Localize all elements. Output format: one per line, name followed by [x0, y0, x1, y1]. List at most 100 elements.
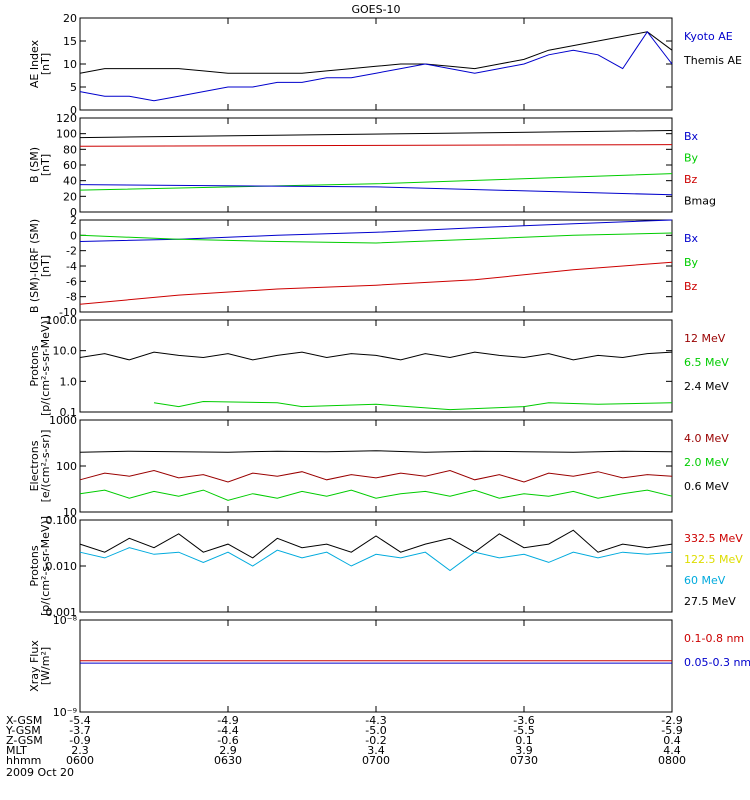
ephemeris-value: 4.4 [663, 744, 681, 757]
y-tick-label: -10 [59, 306, 77, 319]
ephemeris-value: 0730 [510, 754, 538, 767]
panel-frame [79, 219, 673, 313]
ephemeris-value: 3.4 [367, 744, 385, 757]
panel-2: 0 20 40 60 80 100 120 B (SM)[nT] Bx By Bz Bmag [28, 112, 716, 219]
series-line-themis-ae [79, 31, 673, 74]
ephemeris-value: -4.3 [365, 714, 386, 727]
series-line-27.5-mev [79, 529, 673, 559]
ephemeris-value: 3.9 [515, 744, 533, 757]
panel-1: 0 5 10 15 20 AE Index[nT] Kyoto AE Themis AE [28, 12, 742, 117]
y-tick-label: 60 [63, 159, 77, 172]
y-tick-label: 0 [70, 229, 77, 242]
panel-4: 0.11.010.0100.0Protons[p/(cm²-s-sr-MeV)]… [28, 314, 729, 419]
series-line-bz [79, 144, 673, 147]
y-tick-label: -2 [66, 245, 77, 258]
y-axis-label: Protons[p/(cm²-s-sr-MeV)] [28, 516, 52, 616]
y-tick-label: 40 [63, 175, 77, 188]
y-axis-label: B (SM)[nT] [28, 147, 52, 183]
panel-6: 0.0010.0100.100Protons[p/(cm²-s-sr-MeV)]… [28, 514, 743, 619]
series-line-by [79, 232, 673, 244]
y-tick-label: 0.001 [46, 606, 78, 619]
y-axis-label: B (SM)-IGRF (SM)[nT] [28, 219, 52, 313]
ephemeris-value: 2.9 [219, 744, 237, 757]
series-line-0.6-mev [79, 450, 673, 453]
panel-frame [79, 117, 673, 213]
ephemeris-value: -2.9 [661, 714, 682, 727]
series-line-bx [79, 184, 673, 196]
ephemeris-value: -5.5 [513, 724, 534, 737]
y-tick-label: 0 [70, 206, 77, 219]
ephemeris-row-label: X-GSM [6, 714, 42, 727]
y-axis-label-line: B (SM) [28, 147, 41, 183]
y-tick-label: -6 [66, 275, 77, 288]
y-axis-label: Protons[p/(cm²-s-sr-MeV)] [28, 316, 52, 416]
y-axis-label-line: B (SM)-IGRF (SM) [28, 219, 41, 313]
y-axis-label-line: [nT] [39, 154, 52, 176]
y-tick-label: 10⁻⁸ [53, 614, 78, 627]
plot-title: GOES-10 [351, 3, 400, 16]
y-tick-label: 10⁻⁹ [53, 706, 77, 719]
y-axis-label: AE Index[nT] [28, 39, 52, 88]
y-tick-label: 20 [63, 190, 77, 203]
ephemeris-value: -3.6 [513, 714, 534, 727]
y-tick-label: 100 [56, 460, 77, 473]
series-line-6.5-mev [153, 400, 673, 411]
legend-entry: 2.0 MeV [684, 456, 729, 469]
y-axis-label-line: Protons [28, 545, 41, 586]
series-line-bmag [79, 130, 673, 139]
legend-entry: 6.5 MeV [684, 356, 729, 369]
ephemeris-value: 0600 [66, 754, 94, 767]
ephemeris-value: -4.9 [217, 714, 238, 727]
y-tick-label: 10.0 [53, 345, 78, 358]
y-tick-label: 15 [63, 35, 77, 48]
y-tick-label: 1.0 [60, 375, 78, 388]
y-tick-label: 0.100 [46, 514, 78, 527]
y-tick-label: 2 [70, 214, 77, 227]
legend-entry: 0.6 MeV [684, 480, 729, 493]
legend-entry: Kyoto AE [684, 30, 733, 43]
panel-frame [79, 519, 673, 613]
y-tick-label: 100.0 [46, 314, 78, 327]
legend-entry: 4.0 MeV [684, 432, 729, 445]
y-axis-label-line: Protons [28, 345, 41, 386]
y-axis-label-line: AE Index [28, 39, 41, 88]
series-line-60-mev [79, 547, 673, 572]
ephemeris-value: -0.6 [217, 734, 238, 747]
ephemeris-value: -5.0 [365, 724, 386, 737]
legend-entry: 27.5 MeV [684, 595, 736, 608]
date-label: 2009 Oct 20 [6, 766, 74, 779]
y-tick-label: 0.010 [46, 560, 78, 573]
ephemeris-value: -4.4 [217, 724, 238, 737]
panel-frame [79, 319, 673, 413]
y-axis-label-line: [e/(cm²-s-sr)] [39, 430, 52, 503]
legend-entry: 0.05-0.3 nm [684, 656, 750, 669]
y-axis-label-line: [nT] [39, 255, 52, 277]
ephemeris-value: 0700 [362, 754, 390, 767]
legend-entry: 122.5 MeV [684, 553, 743, 566]
y-tick-label: 1000 [49, 414, 77, 427]
y-axis-label-line: Electrons [28, 440, 41, 491]
y-tick-label: -4 [66, 260, 77, 273]
legend-entry: 12 MeV [684, 332, 726, 345]
ephemeris-value: 0.4 [663, 734, 681, 747]
legend-entry: Themis AE [683, 54, 742, 67]
y-axis-label-line: [p/(cm²-s-sr-MeV)] [39, 516, 52, 616]
y-tick-label: 20 [63, 12, 77, 25]
y-tick-label: -8 [66, 291, 77, 304]
y-axis-label-line: [W/m²] [39, 647, 52, 685]
y-tick-label: 10 [63, 506, 77, 519]
panel-3: -10 -8 -6 -4 -2 0 2 B (SM)-IGRF (SM)[nT] Bx By Bz [28, 214, 699, 319]
y-tick-label: 0 [70, 104, 77, 117]
legend-entry: 60 MeV [684, 574, 726, 587]
legend-entry: 2.4 MeV [684, 380, 729, 393]
series-line-kyoto-ae [79, 30, 673, 102]
legend-entry: Bx [684, 232, 699, 245]
ephemeris-table: X-GSM -5.4 -4.9 -4.3 -3.6 -2.9 Y-GSM -3.7 -4.4 -5… [5, 714, 686, 767]
y-tick-label: 120 [56, 112, 77, 125]
panel-frame [79, 619, 673, 713]
y-tick-label: 80 [63, 143, 77, 156]
y-tick-label: 10 [63, 58, 77, 71]
ephemeris-value: 0630 [214, 754, 242, 767]
